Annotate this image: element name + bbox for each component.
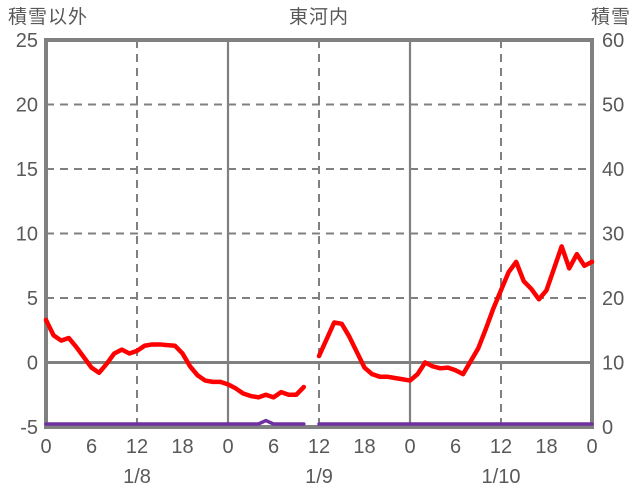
left-axis-title: 積雪以外 — [8, 7, 89, 28]
left-axis-tick-label: 0 — [27, 353, 38, 375]
left-axis-tick-label: 5 — [27, 288, 38, 310]
left-axis-tick-label: 10 — [16, 224, 38, 246]
right-axis-tick-label: 10 — [602, 353, 624, 375]
x-axis-hour-label: 0 — [404, 436, 415, 458]
x-axis-hour-label: 12 — [308, 436, 330, 458]
x-axis-hour-label: 0 — [586, 436, 597, 458]
x-axis-hour-label: 6 — [450, 436, 461, 458]
series-line-temperature — [43, 317, 307, 400]
x-axis-hour-label: 0 — [40, 436, 51, 458]
x-axis-hour-label: 12 — [490, 436, 512, 458]
x-axis-date-label: 1/9 — [305, 466, 333, 488]
series-line-temperature — [316, 244, 595, 383]
left-axis-tick-label: 20 — [16, 95, 38, 117]
right-axis-title: 積雪 — [590, 7, 631, 28]
station-title: 東河内 — [288, 7, 350, 28]
x-axis-hour-label: 12 — [126, 436, 148, 458]
x-axis-hour-label: 0 — [222, 436, 233, 458]
left-axis-tick-label: 15 — [16, 159, 38, 181]
plot-border — [44, 38, 594, 429]
left-axis-tick-label: 25 — [16, 30, 38, 52]
right-axis-tick-label: 20 — [602, 288, 624, 310]
x-axis-hour-label: 6 — [268, 436, 279, 458]
x-axis-hour-label: 18 — [535, 436, 557, 458]
x-axis-hour-label: 6 — [86, 436, 97, 458]
x-axis-hour-label: 18 — [353, 436, 375, 458]
x-axis-hour-label: 18 — [171, 436, 193, 458]
right-axis-tick-label: 50 — [602, 95, 624, 117]
series-line-snow — [44, 418, 306, 426]
right-axis-tick-label: 30 — [602, 224, 624, 246]
right-axis-tick-label: 60 — [602, 30, 624, 52]
x-axis-date-label: 1/10 — [482, 466, 521, 488]
right-axis-tick-label: 0 — [602, 417, 613, 439]
left-axis-tick-label: -5 — [20, 417, 38, 439]
x-axis-date-label: 1/8 — [123, 466, 151, 488]
right-axis-tick-label: 40 — [602, 159, 624, 181]
